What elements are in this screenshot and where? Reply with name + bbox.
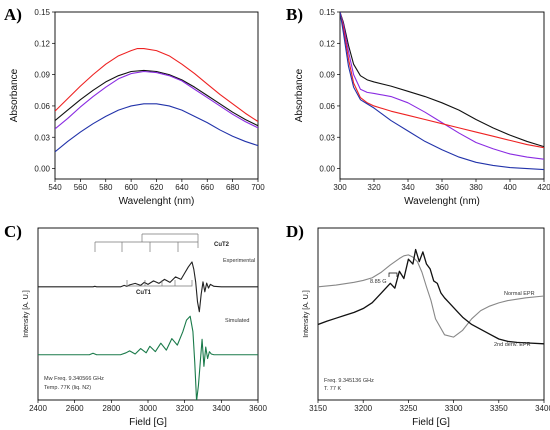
cut1-hyperfine-bracket [126,280,193,287]
x-tick-label: 300 [333,183,347,192]
y-tick-label: 0.15 [319,8,335,17]
plot-area [340,12,544,171]
series-line-normal-epr [318,254,544,338]
x-tick-label: 560 [74,183,88,192]
series-line-4 [55,103,258,153]
x-tick-label: 640 [175,183,189,192]
simulated-label: Simulated [225,318,249,324]
series-line-2nd-deriv-epr [318,248,544,345]
cut2-bracket-top [141,233,199,242]
plot-area [55,47,258,153]
y-tick-label: 0.09 [34,71,50,80]
y-tick-label: 0.00 [34,165,50,174]
series-line-1 [340,12,544,148]
y-tick-label: 0.06 [34,102,50,111]
cut1-label: CuT1 [136,290,152,296]
panel-letter-c: C) [4,222,22,241]
x-tick-label: 3200 [176,404,194,413]
x-tick-label: 3150 [309,404,327,413]
x-tick-label: 380 [469,183,483,192]
series-line-4 [340,12,544,171]
x-tick-label: 620 [150,183,164,192]
second-derivative-label: 2nd deriv. EPR [494,342,531,348]
x-tick-label: 420 [537,183,550,192]
x-tick-label: 600 [124,183,138,192]
y-axis-title: Intensity [A. U.] [303,290,310,338]
x-tick-label: 700 [251,183,265,192]
series-line-experimental [38,261,258,313]
normal-epr-label: Normal EPR [504,291,535,297]
series-line-3 [55,70,258,130]
panel-d-epr-chart: 3150 3200 3250 3300 3350 3400 Field [G] Intensi… [303,227,550,428]
x-tick-label: 540 [48,183,62,192]
frequency-label: Freq. 9.345136 GHz [324,378,374,384]
y-tick-label: 0.09 [319,71,335,80]
x-tick-label: 3250 [400,404,418,413]
y-axis-title: Absorbance [294,68,305,122]
x-axis-title: Field [G] [129,417,167,428]
x-tick-label: 340 [401,183,415,192]
x-tick-label: 660 [201,183,215,192]
x-tick-label: 3300 [445,404,463,413]
plot-frame [317,227,545,401]
y-axis-title: Absorbance [9,68,20,122]
y-tick-label: 0.06 [319,102,335,111]
panel-letter-a: A) [4,5,22,24]
x-tick-label: 2600 [66,404,84,413]
y-tick-label: 0.03 [34,133,50,142]
x-tick-label: 3600 [249,404,267,413]
series-line-2 [340,12,544,160]
plot-frame [37,227,259,401]
series-line-2 [55,69,258,127]
plot-area [38,261,258,400]
x-axis-title: Wavelenght (nm) [404,196,480,207]
panel-letter-d: D) [286,222,304,241]
y-tick-label: 0.00 [319,165,335,174]
y-tick-label: 0.15 [34,8,50,17]
y-tick-label: 0.12 [319,39,335,48]
x-tick-label: 360 [435,183,449,192]
x-tick-label: 3400 [535,404,550,413]
y-tick-label: 0.03 [319,133,335,142]
cut2-hyperfine-bracket [94,241,199,252]
x-tick-label: 400 [503,183,517,192]
plot-area [318,248,544,345]
series-line-simulated [38,315,258,400]
experimental-label: Experimental [223,258,255,264]
panel-c-epr-chart: 2400 2600 2800 3000 3200 3400 3600 Field [G] Int… [23,227,267,428]
x-tick-label: 3400 [212,404,230,413]
x-tick-label: 580 [99,183,113,192]
temperature-label: Temp. 77K (liq. N2) [44,385,91,391]
mw-frequency-label: Mw Freq. 9.340566 GHz [44,376,104,382]
x-tick-label: 2400 [29,404,47,413]
temperature-label: T. 77 K [324,386,341,392]
panel-letter-b: B) [286,5,303,24]
panel-b-uv-vis-chart: 300 320 340 360 380 400 420 0.00 0.03 0.06 0.09 0.1… [294,8,550,207]
x-tick-label: 2800 [102,404,120,413]
cut2-label: CuT2 [214,242,230,248]
x-axis-title: Field [G] [412,417,450,428]
x-tick-label: 3000 [139,404,157,413]
y-tick-label: 0.12 [34,39,50,48]
splitting-label: 8.85 G [370,279,387,285]
y-axis-title: Intensity [A. U.] [23,290,30,338]
x-axis-title: Wavelenght (nm) [119,196,195,207]
splitting-bracket [388,272,398,277]
x-tick-label: 3200 [354,404,372,413]
x-tick-label: 3350 [490,404,508,413]
series-line-1 [55,47,258,123]
panel-a-uv-vis-chart: 540 560 580 600 620 640 660 680 700 0.00 0.03 0.06 0… [9,8,265,207]
x-tick-label: 320 [367,183,381,192]
plot-frame [339,11,545,180]
x-tick-label: 680 [226,183,240,192]
series-line-3 [340,12,544,149]
